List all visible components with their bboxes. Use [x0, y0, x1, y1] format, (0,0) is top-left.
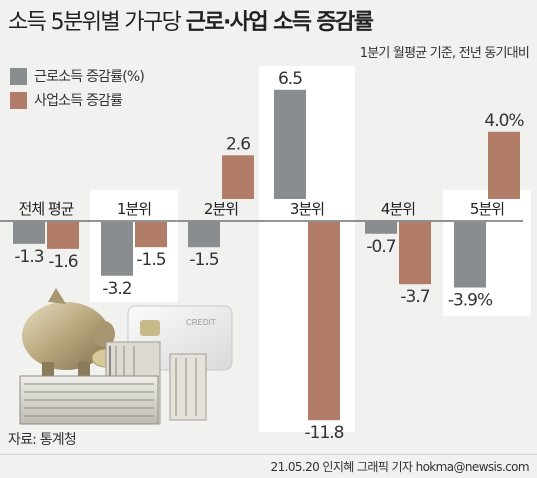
- data-source: 자료: 통계청: [8, 432, 77, 448]
- data-label: 6.5: [278, 69, 302, 89]
- footer-divider: [0, 454, 537, 455]
- bar: [135, 222, 167, 248]
- data-label: 2.6: [226, 134, 250, 154]
- data-label: 4.0%: [484, 111, 524, 131]
- bar: [188, 222, 220, 248]
- category-label: 전체 평균: [19, 200, 75, 218]
- data-label: -1.5: [189, 250, 218, 270]
- data-label: -3.7: [400, 287, 429, 307]
- piggy-bank-icon: [22, 288, 115, 376]
- legend-swatch-labor: [10, 67, 27, 85]
- category-label: 5분위: [470, 200, 504, 218]
- data-label: -1.3: [14, 247, 43, 267]
- data-label: -1.6: [48, 252, 77, 272]
- graphic-credit: 21.05.20 인지혜 그래픽 기자 hokma@newsis.com: [270, 460, 530, 474]
- legend-item-labor: 근로소득 증감률(%): [10, 64, 145, 88]
- credit-card-text: CREDIT: [186, 318, 216, 327]
- category-label: 4분위: [381, 200, 415, 218]
- category-label: 2분위: [204, 200, 238, 218]
- title-bold: 근로·사업 소득 증감률: [185, 10, 374, 35]
- legend-swatch-business: [10, 91, 27, 109]
- bar: [488, 131, 520, 199]
- bar: [399, 222, 431, 285]
- bar: [308, 222, 340, 421]
- legend: 근로소득 증감률(%) 사업소득 증감률: [10, 64, 145, 112]
- chart-title: 소득 5분위별 가구당 근로·사업 소득 증감률: [8, 4, 374, 36]
- category-label: 3분위: [290, 200, 324, 218]
- bar: [47, 222, 79, 249]
- banknote-stack-icon: [19, 341, 207, 425]
- data-label: -11.8: [305, 423, 344, 443]
- legend-label-labor: 근로소득 증감률(%): [34, 69, 145, 85]
- legend-item-business: 사업소득 증감률: [10, 88, 144, 112]
- data-label: -3.9%: [448, 291, 493, 311]
- data-label: -0.7: [366, 237, 395, 257]
- bar: [454, 222, 486, 288]
- bar: [274, 89, 306, 199]
- chart-subtitle: 1분기 월평균 기준, 전년 동기대비: [359, 46, 530, 61]
- bar: [13, 222, 45, 244]
- title-plain: 소득 5분위별 가구당: [8, 10, 186, 35]
- bar: [365, 222, 397, 234]
- data-label: -3.2: [102, 279, 131, 299]
- category-label: 1분위: [117, 200, 151, 218]
- legend-label-business: 사업소득 증감률: [34, 93, 123, 109]
- bar: [222, 155, 254, 199]
- data-label: -1.5: [136, 250, 165, 270]
- bar: [101, 222, 133, 276]
